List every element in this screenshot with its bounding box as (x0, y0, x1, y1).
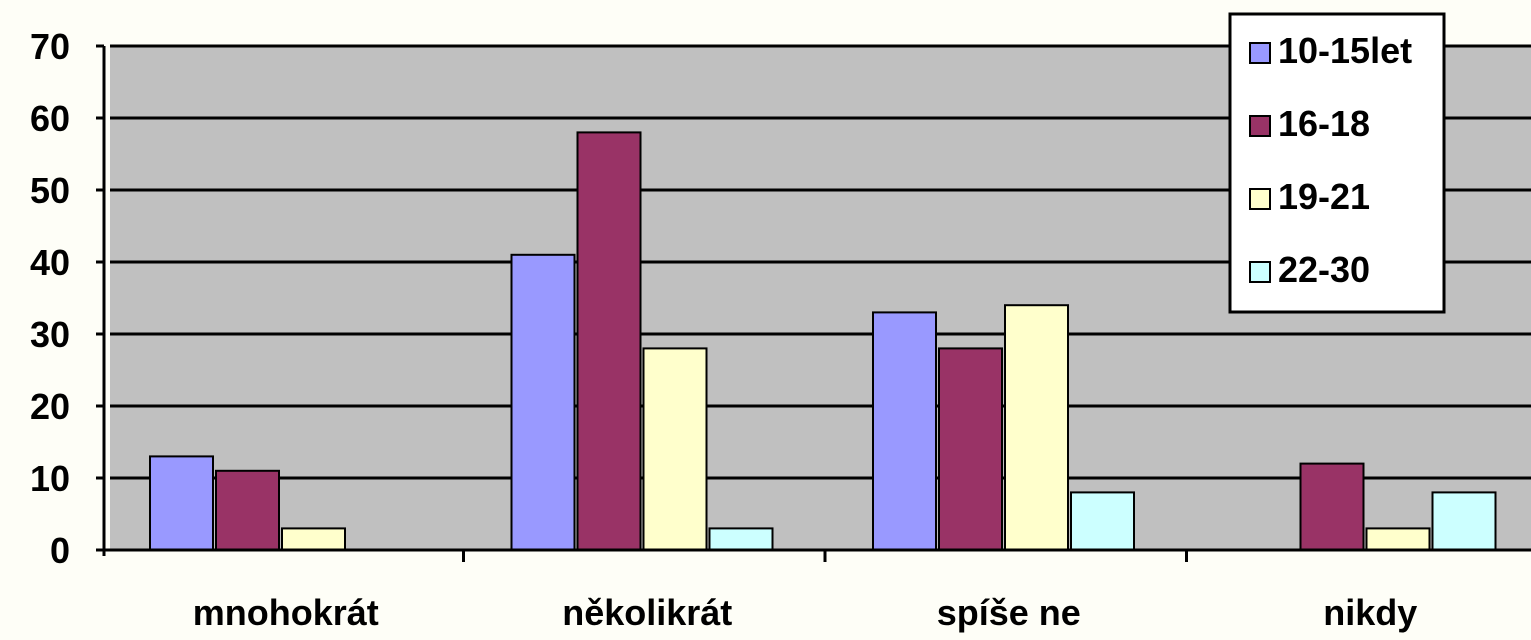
x-axis-ticks: mnohokrát několikrát spíše ne nikdy (193, 550, 1417, 633)
bar-22-30-nikdy (1431, 491, 1497, 551)
bar-16-18-několikrát (576, 131, 642, 551)
y-tick-label: 10 (30, 458, 70, 499)
bar-16-18-spíše ne (938, 347, 1003, 551)
legend: 10-15let 16-18 19-21 22-30 (1228, 12, 1446, 314)
y-tick-label: 60 (30, 98, 70, 139)
x-tick-label: několikrát (562, 592, 732, 633)
legend-label: 19-21 (1278, 176, 1370, 217)
bar-16-18-mnohokrát (215, 469, 280, 551)
x-tick-label: mnohokrát (193, 592, 379, 633)
y-tick-label: 20 (30, 386, 70, 427)
bars (149, 131, 1497, 552)
legend-swatch (1249, 261, 1271, 283)
bar-19-21-nikdy (1365, 527, 1431, 552)
bar-10-15let-mnohokrát (149, 455, 214, 551)
x-tick-label: spíše ne (937, 592, 1081, 633)
bar-19-21-spíše ne (1004, 304, 1069, 552)
y-tick-label: 50 (30, 170, 70, 211)
bar-19-21-mnohokrát (281, 527, 346, 552)
y-tick-label: 30 (30, 314, 70, 355)
bar-22-30-spíše ne (1070, 491, 1135, 551)
y-axis-ticks: 0 10 20 30 40 50 60 70 (30, 26, 104, 571)
legend-swatch (1249, 188, 1271, 210)
y-tick-label: 70 (30, 26, 70, 67)
y-tick-label: 0 (50, 530, 70, 571)
legend-swatch (1249, 115, 1271, 137)
bar-16-18-nikdy (1299, 462, 1365, 552)
bar-10-15let-několikrát (510, 253, 576, 552)
bar-19-21-několikrát (642, 347, 708, 551)
x-tick-label: nikdy (1323, 592, 1417, 633)
legend-label: 10-15let (1278, 30, 1412, 71)
bar-10-15let-spíše ne (872, 311, 937, 551)
legend-swatch (1249, 42, 1271, 64)
legend-label: 16-18 (1278, 103, 1370, 144)
bar-22-30-několikrát (708, 527, 774, 552)
legend-label: 22-30 (1278, 249, 1370, 290)
y-tick-label: 40 (30, 242, 70, 283)
